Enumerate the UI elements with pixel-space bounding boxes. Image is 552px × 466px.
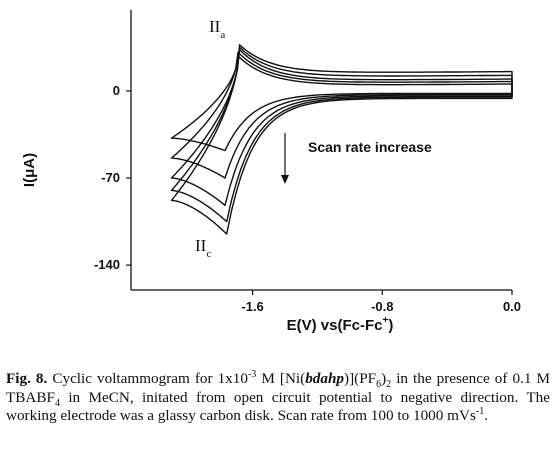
figure-caption: Fig. 8. Cyclic voltammogram for 1x10-3 M… bbox=[6, 368, 550, 426]
cv-trace bbox=[170, 44, 513, 235]
caption-text-6: in MeCN, initated from open circuit pote… bbox=[6, 388, 550, 425]
x-tick-label: -1.6 bbox=[241, 299, 263, 314]
x-axis-label-main: E(V) vs(Fc-Fc bbox=[287, 317, 383, 334]
y-tick-label: -140 bbox=[94, 257, 120, 272]
y-axis-label: I(μA) bbox=[21, 153, 38, 187]
cyclic-voltammogram-figure: -1.6 -0.8 0.0 0 -70 -140 I(μA) E(V) vs(Fc-Fc+… bbox=[21, 10, 521, 334]
caption-label: Fig. 8. bbox=[6, 370, 48, 387]
caption-exp-2: -1 bbox=[475, 405, 485, 417]
caption-exp-1: -3 bbox=[247, 368, 257, 380]
cv-trace bbox=[170, 46, 513, 223]
x-tick-label: -0.8 bbox=[371, 299, 393, 314]
x-axis-label: E(V) vs(Fc-Fc+) bbox=[287, 315, 394, 334]
caption-ligand: bdahp bbox=[305, 370, 345, 387]
scan-rate-annotation: Scan rate increase bbox=[308, 139, 432, 155]
caption-text-2: M [Ni( bbox=[256, 370, 306, 387]
caption-sub-1: 6 bbox=[376, 379, 382, 391]
caption-text-3: )](PF bbox=[344, 370, 377, 387]
y-tick-label: -70 bbox=[101, 170, 120, 185]
anodic-peak-main: II bbox=[209, 17, 221, 36]
x-tick-label: 0.0 bbox=[503, 299, 521, 314]
anodic-peak-label: IIa bbox=[209, 17, 225, 41]
anodic-peak-sub: a bbox=[220, 29, 225, 41]
cv-trace bbox=[170, 55, 513, 152]
caption-text-1: Cyclic voltammogram for 1x10 bbox=[47, 370, 248, 387]
caption-sub-3: 4 bbox=[54, 397, 60, 409]
arrow-head-icon bbox=[281, 175, 289, 184]
cathodic-peak-main: II bbox=[195, 236, 207, 255]
caption-sub-2: 2 bbox=[386, 379, 392, 391]
x-axis-label-close: ) bbox=[388, 317, 393, 334]
cv-trace bbox=[170, 49, 513, 207]
cathodic-peak-sub: c bbox=[206, 248, 211, 260]
y-tick-label: 0 bbox=[113, 83, 120, 98]
caption-text-5: in the presence of 0.1 M TBABF bbox=[6, 370, 550, 406]
chart-axes bbox=[130, 10, 512, 291]
cv-chart: -1.6 -0.8 0.0 0 -70 -140 I(μA) E(V) vs(Fc-Fc+… bbox=[21, 10, 521, 334]
scan-rate-arrow bbox=[281, 133, 289, 184]
cv-trace bbox=[170, 51, 513, 179]
x-axis-label-sup: + bbox=[383, 315, 389, 326]
cathodic-peak-label: IIc bbox=[195, 236, 211, 260]
caption-text-4: ) bbox=[381, 370, 387, 387]
cv-curves bbox=[170, 44, 513, 235]
caption-text-7: . bbox=[484, 407, 488, 424]
axis-ticks: -1.6 -0.8 0.0 0 -70 -140 bbox=[94, 83, 521, 314]
